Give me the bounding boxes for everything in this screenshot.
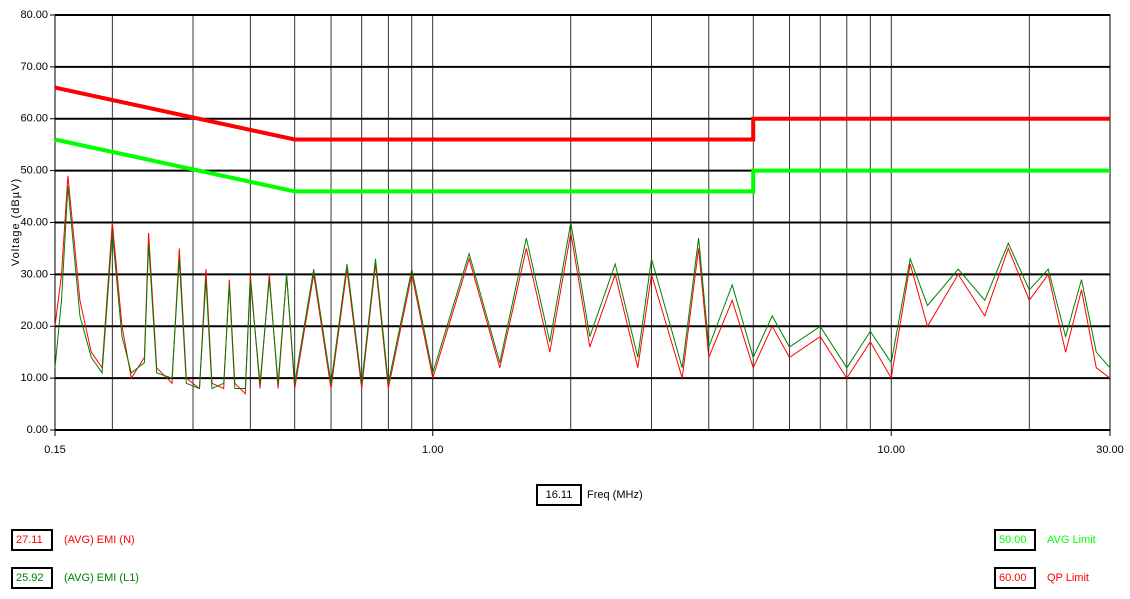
cursor-box <box>536 484 582 506</box>
series-line <box>54 186 1111 390</box>
x-tick-label: 1.00 <box>422 444 443 456</box>
readout-box <box>11 567 53 589</box>
y-tick-label: 20.00 <box>20 320 48 332</box>
legend-label: QP Limit <box>1047 572 1089 584</box>
legend-label: (AVG) EMI (N) <box>64 534 135 546</box>
readout-value: 25.92 <box>16 572 44 584</box>
y-tick-label: 80.00 <box>20 9 48 21</box>
y-axis-label: Voltage (dBµV) <box>10 178 22 266</box>
legend-label: (AVG) EMI (L1) <box>64 572 139 584</box>
legend-label: AVG Limit <box>1047 534 1096 546</box>
y-tick-label: 0.00 <box>27 424 48 436</box>
readout-value: 60.00 <box>999 572 1027 584</box>
y-tick-label: 10.00 <box>20 372 48 384</box>
x-tick-label: 30.00 <box>1096 444 1124 456</box>
y-tick-label: 70.00 <box>20 61 48 73</box>
y-tick-label: 30.00 <box>20 268 48 280</box>
x-axis-label: Freq (MHz) <box>587 489 643 501</box>
y-tick-label: 60.00 <box>20 113 48 125</box>
series-line <box>54 137 1110 194</box>
y-tick-label: 40.00 <box>20 216 48 228</box>
readout-box <box>11 529 53 551</box>
cursor-value: 16.11 <box>546 489 573 501</box>
y-tick-label: 50.00 <box>20 165 48 177</box>
series-line <box>54 85 1110 142</box>
readout-value: 27.11 <box>16 534 43 546</box>
readout-box <box>994 567 1036 589</box>
readout-value: 50.00 <box>999 534 1027 546</box>
x-tick-label: 0.15 <box>44 444 65 456</box>
x-tick-label: 10.00 <box>877 444 905 456</box>
readout-box <box>994 529 1036 551</box>
